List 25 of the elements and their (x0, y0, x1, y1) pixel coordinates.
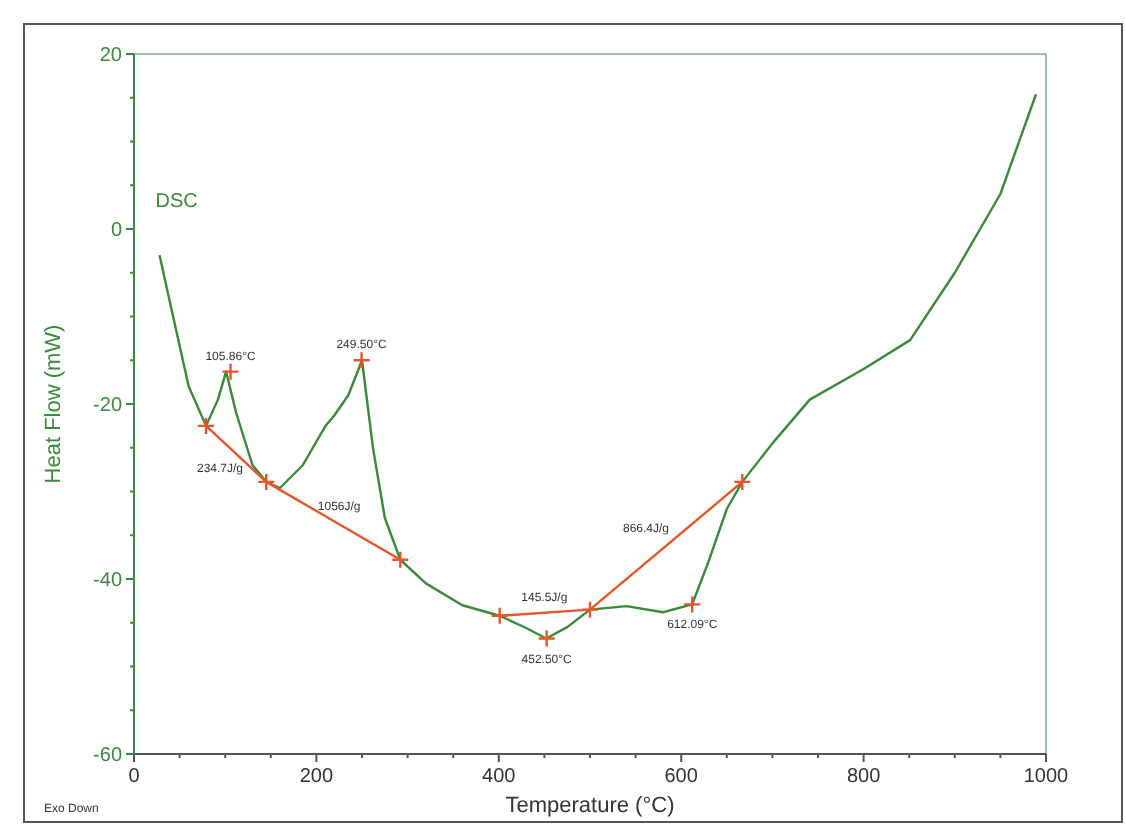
x-tick-label: 0 (128, 766, 141, 788)
text: DSC (155, 191, 198, 214)
point (683, 595, 702, 614)
point (490, 606, 509, 625)
y-tick-label: -40 (93, 570, 123, 592)
x-tick-label: 200 (299, 766, 334, 788)
point (352, 351, 371, 370)
x-axis-title: Temperature (°C) (505, 794, 675, 818)
line-series (158, 93, 1038, 640)
y-tick-label: -60 (93, 745, 123, 767)
point (580, 600, 600, 619)
x-tick-label: 600 (664, 766, 699, 788)
y-tick-label: 20 (99, 45, 123, 67)
point (196, 416, 216, 436)
x-tick-label: 800 (846, 766, 882, 788)
point (221, 362, 240, 381)
point (391, 550, 410, 569)
point (733, 472, 752, 492)
x-tick-label: 1000 (1023, 766, 1070, 788)
x-tick-label: 400 (482, 766, 517, 788)
y-axis-title: Heat Flow (mW) (42, 324, 66, 484)
y-tick-label: -20 (93, 395, 123, 417)
point (257, 472, 276, 492)
point (537, 629, 556, 648)
y-tick-label: 0 (110, 220, 123, 242)
